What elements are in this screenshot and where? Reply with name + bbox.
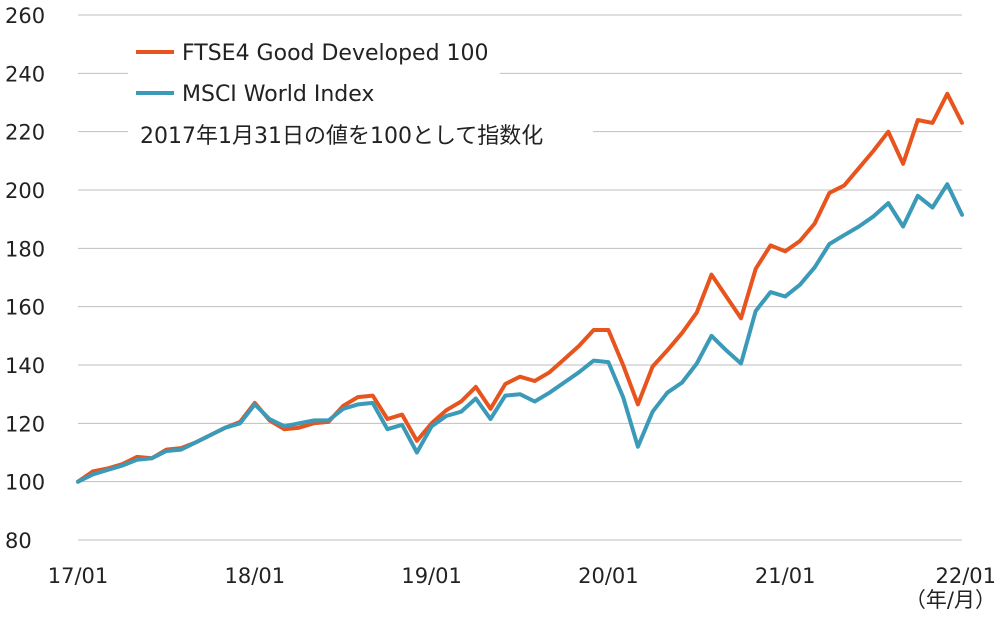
x-tick-label: 17/01 — [48, 564, 109, 588]
series-line-msci — [76, 182, 964, 484]
legend: FTSE4 Good Developed 100 MSCI World Inde… — [136, 41, 489, 107]
legend-background — [128, 30, 500, 108]
y-tick-label: 140 — [5, 354, 45, 378]
y-tick-label: 180 — [5, 237, 45, 261]
y-tick-label: 220 — [5, 121, 45, 145]
x-tick-label: 20/01 — [578, 564, 639, 588]
x-axis-unit-label: （年/月） — [905, 588, 996, 612]
y-tick-label: 260 — [5, 4, 45, 28]
x-tick-label: 19/01 — [401, 564, 462, 588]
gridlines — [78, 14, 962, 541]
y-tick-label: 200 — [5, 179, 45, 203]
legend-label-ftse4: FTSE4 Good Developed 100 — [182, 41, 489, 66]
series-lines — [76, 91, 964, 484]
y-tick-label: 240 — [5, 62, 45, 86]
y-tick-label: 160 — [5, 296, 45, 320]
x-tick-label: 22/01 — [935, 564, 996, 588]
y-axis-tick-labels: 80 100 120 140 160 180 200 220 240 260 — [5, 4, 45, 553]
note-background — [128, 112, 593, 156]
y-tick-label: 120 — [5, 412, 45, 436]
index-note: 2017年1月31日の値を100として指数化 — [140, 124, 543, 149]
legend-label-msci: MSCI World Index — [182, 82, 374, 107]
y-tick-label: 80 — [5, 529, 32, 553]
x-tick-label: 21/01 — [755, 564, 816, 588]
x-axis-tick-labels: 17/01 18/01 19/01 20/01 21/01 22/01 — [48, 564, 996, 588]
x-tick-label: 18/01 — [225, 564, 286, 588]
y-tick-label: 100 — [5, 471, 45, 495]
